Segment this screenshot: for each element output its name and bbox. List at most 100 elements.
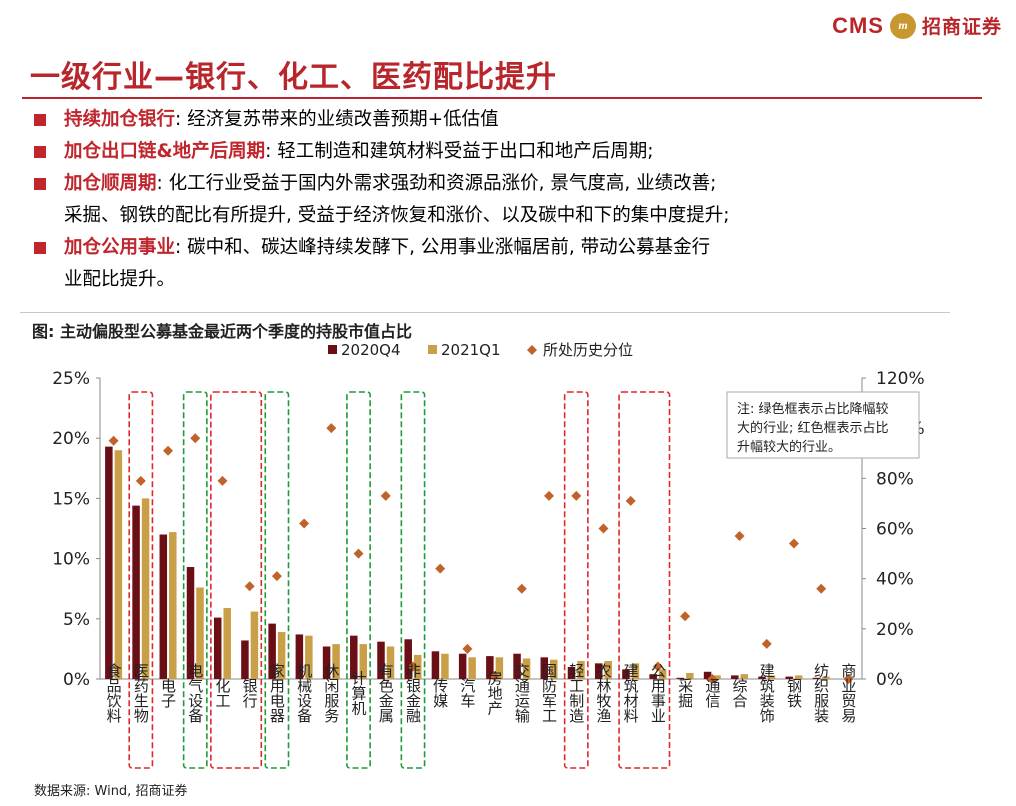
bullet-continuation: 采掘、钢铁的配比有所提升, 受益于经济恢复和涨价、以及碳中和下的集中度提升; [64,205,730,226]
category-label: 休闲服务 [322,663,340,724]
percentile-marker [734,531,745,542]
percentile-marker [135,475,146,486]
percentile-marker [435,563,446,574]
bar-2021q1 [822,676,830,679]
note-text-line: 大的行业; 红色框表示占比 [737,420,889,436]
percentile-marker [598,523,609,534]
right-tick-label: 120% [876,369,925,389]
red-highlight-box [618,391,671,769]
bar-2020q4 [322,646,331,679]
category-label: 钢铁 [785,678,803,708]
bar-2021q1 [332,644,340,679]
red-highlight-box [128,391,154,769]
bar-2020q4 [540,657,549,679]
bar-2020q4 [159,534,168,679]
category-label: 医药生物 [132,663,150,724]
category-label: 国防军工 [540,663,558,723]
bar-2020q4 [350,635,358,679]
legend-marker-percentile [527,345,537,355]
bar-2021q1 [767,675,776,679]
category-label: 电子 [159,678,177,708]
legend-label-2020q4: 2020Q4 [341,341,401,359]
bullet-square-icon [34,114,46,126]
bullet-item: 加仓出口链&地产后周期: 轻工制造和建筑材料受益于出口和地产后周期; [34,136,994,168]
bullet-key: 加仓顺周期 [64,173,157,194]
bar-2021q1 [196,587,204,679]
percentile-marker [244,581,255,592]
right-tick-label: 60% [876,520,914,540]
right-tick-label: 20% [876,620,914,640]
percentile-marker [788,538,799,549]
bar-2021q1 [495,657,504,679]
percentile-marker [516,583,527,594]
bar-2021q1 [468,657,476,679]
bar-2021q1 [223,607,231,679]
percentile-marker [462,643,473,654]
bar-2020q4 [268,623,276,679]
percentile-marker [108,435,119,446]
brand-logo: CMS m 招商证券 [832,12,1002,39]
legend-label-2021q1: 2021Q1 [441,341,501,359]
legend-label-percentile: 所处历史分位 [543,341,633,359]
percentile-marker [407,661,418,672]
green-highlight-box [264,391,290,769]
bar-2020q4 [404,639,412,679]
category-label: 机械设备 [295,663,313,723]
percentile-marker [816,583,827,594]
bar-2021q1 [740,674,749,679]
bar-2020q4 [758,676,766,679]
right-tick-label: 0% [876,670,903,690]
category-label: 纺织服装 [812,663,830,723]
category-label: 综合 [731,678,749,708]
bar-2021q1 [305,635,313,679]
bar-2021q1 [658,669,667,679]
category-label: 计算机 [350,671,368,717]
left-tick-label: 5% [63,610,90,630]
left-tick-label: 25% [52,369,90,389]
bar-2021q1 [522,658,531,679]
bullet-continuation: 业配比提升。 [64,269,176,290]
data-source: 数据来源: Wind, 招商证券 [34,784,188,799]
bar-2021q1 [359,644,368,679]
note-box [726,391,920,459]
bar-2020q4 [676,677,685,679]
bar-2021q1 [141,498,150,679]
percentile-marker [380,490,391,501]
bar-2021q1 [550,659,558,679]
left-tick-label: 20% [52,429,90,449]
bullet-item: 加仓顺周期: 化工行业受益于国内外需求强劲和资源品涨价, 景气度高, 业绩改善; [34,168,994,200]
percentile-marker [353,548,364,559]
category-label: 建筑装饰 [758,663,776,723]
brand-mark-icon: m [889,12,916,39]
bullet-text: : 经济复苏带来的业绩改善预期+低估值 [175,109,499,130]
red-highlight-box [563,391,589,769]
category-label: 传媒 [431,678,449,708]
bullet-item: 持续加仓银行: 经济复苏带来的业绩改善预期+低估值 [34,104,994,136]
percentile-marker [326,423,337,434]
left-tick-label: 15% [52,489,90,509]
category-label: 电气设备 [186,663,204,723]
category-label: 农林牧渔 [594,663,612,723]
bar-2021q1 [441,653,449,679]
right-tick-label: 40% [876,570,914,590]
bullet-key: 加仓公用事业 [64,237,176,258]
bar-2020q4 [241,640,249,679]
green-highlight-box [346,391,371,769]
bar-2020q4 [594,663,603,679]
brand-latin: CMS [832,12,884,38]
right-tick-label: 80% [876,469,914,489]
bar-2020q4 [622,669,630,679]
category-label: 公用事业 [649,663,667,723]
legend-swatch-2020q4 [328,345,337,354]
percentile-marker [217,475,228,486]
percentile-marker [652,661,663,672]
chart-title: 图: 主动偏股型公募基金最近两个季度的持股市值占比 [32,322,412,341]
bar-2021q1 [114,450,123,679]
bar-2020q4 [731,675,739,679]
bar-2021q1 [169,532,177,679]
percentile-marker [163,445,174,456]
bar-2020q4 [812,677,821,679]
percentile-marker [190,433,201,444]
page-title: 一级行业—银行、化工、医药配比提升 [30,60,557,95]
bar-2020q4 [431,651,440,679]
